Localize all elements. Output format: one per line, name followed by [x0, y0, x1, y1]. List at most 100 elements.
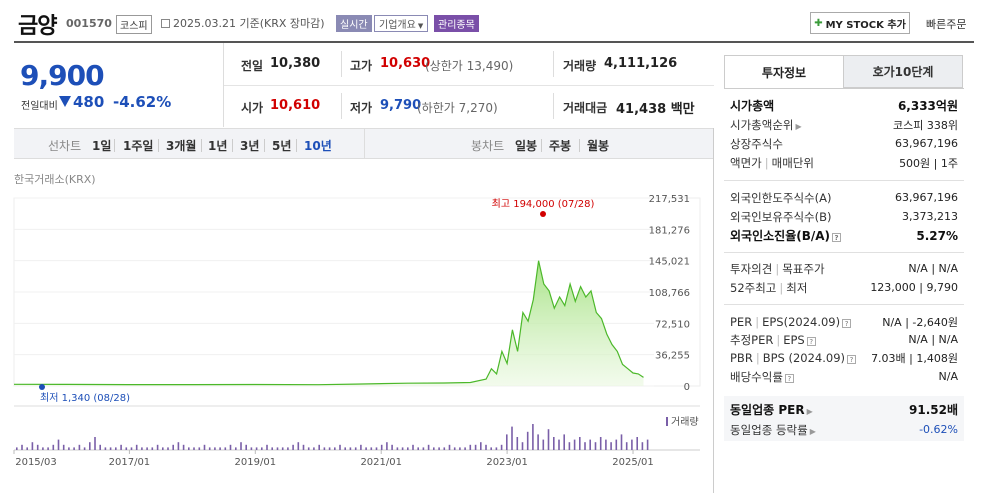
period-1y[interactable]: 1년 [208, 139, 228, 153]
volume-bar [115, 447, 117, 450]
candle-weekly[interactable]: 주봉 [549, 139, 572, 153]
volume-bar [62, 444, 65, 450]
bps-label: BPS (2024.09) [762, 350, 846, 365]
down-triangle-icon [59, 96, 71, 107]
volume-bar [584, 442, 586, 450]
volume-bar [203, 444, 206, 450]
volume-bar [610, 442, 612, 450]
sector-per-label: 동일업종 PER [730, 403, 805, 417]
volume-bar [177, 442, 180, 450]
volume-bar [599, 437, 602, 450]
volume-bar [500, 444, 503, 450]
candle-daily[interactable]: 일봉 [515, 139, 538, 153]
period-3y[interactable]: 3년 [240, 139, 260, 153]
volume-bar [276, 447, 279, 450]
volume-bar [354, 447, 357, 450]
volume-bar [365, 447, 367, 450]
panel-divider [724, 180, 964, 181]
volume-bar [605, 439, 607, 450]
est-per-label: 추정PER [730, 332, 774, 347]
amount-label: 거래대금 [563, 101, 608, 115]
stock-code: 001570 [66, 17, 112, 30]
volume-bar [360, 444, 362, 450]
market-badge: 코스피 [116, 15, 152, 34]
help-icon[interactable]: ? [842, 318, 852, 328]
volume-bar [407, 447, 409, 450]
period-1w[interactable]: 1주일 [123, 139, 154, 153]
y-tick-label: 36,255 [655, 351, 690, 362]
volume-bar [31, 442, 34, 450]
help-icon[interactable]: ? [806, 336, 816, 346]
period-1d[interactable]: 1일 [92, 139, 112, 153]
tab-quote-10[interactable]: 호가10단계 [843, 55, 963, 88]
volume-bar [266, 444, 268, 450]
volume-bar [235, 447, 237, 450]
foreign-limit-row: 외국인한도주식수(A) 63,967,196 [730, 188, 958, 207]
period-separator [296, 139, 297, 152]
volume-bar [349, 447, 352, 450]
volume-bar [485, 444, 487, 450]
quick-order-button[interactable]: 빠른주문 [926, 18, 967, 31]
header-divider [14, 41, 974, 43]
eps-label: EPS(2024.09) [762, 314, 841, 329]
volume-bar [57, 439, 60, 450]
volume-bar [255, 447, 258, 450]
candle-monthly[interactable]: 월봉 [587, 139, 610, 153]
dividend-value: N/A [938, 370, 958, 383]
y-tick-label: 0 [684, 382, 690, 393]
price-chart[interactable]: 217,531 181,276 145,021 108,766 72,510 36,255… [0, 188, 713, 493]
volume-bar [631, 439, 633, 450]
volume-bar [443, 447, 446, 450]
est-per-eps-value: N/A | N/A [908, 333, 958, 346]
current-price: 9,900 [20, 59, 105, 92]
period-separator [232, 139, 233, 152]
period-10y[interactable]: 10년 [304, 139, 332, 153]
y-tick-label: 181,276 [649, 225, 690, 236]
volume-bar [375, 447, 378, 450]
volume-bar [36, 444, 39, 450]
volume-bar [521, 442, 524, 450]
volume-bar [89, 442, 91, 450]
x-tick-label: 2025/01 [612, 457, 654, 468]
my-stock-add-button[interactable]: ✚ MY STOCK 추가 [810, 12, 910, 34]
volume-bar [391, 444, 393, 450]
sector-rate-row[interactable]: 동일업종 등락률 ▶ -0.62% [730, 420, 958, 439]
volume-bar [78, 444, 81, 450]
corp-info-dropdown[interactable]: 기업개요 ▼ [374, 15, 429, 32]
volume-bar [313, 447, 315, 450]
volume-legend-swatch [666, 417, 668, 426]
help-icon[interactable]: ? [784, 373, 794, 383]
corp-info-label: 기업개요 [379, 20, 416, 31]
target-label: 목표주가 [782, 261, 825, 276]
volume-bar [224, 447, 227, 450]
volume-bar [339, 444, 341, 450]
volume-bar [42, 447, 44, 450]
period-5y[interactable]: 5년 [272, 139, 292, 153]
stats-col-divider [341, 51, 342, 77]
volume-bar [615, 439, 618, 450]
sector-rate-label: 동일업종 등락률 [730, 422, 808, 437]
volume-bar [401, 447, 404, 450]
sector-per-row[interactable]: 동일업종 PER ▶ 91.52배 [730, 400, 958, 419]
stats-col-divider [553, 93, 554, 119]
period-3m[interactable]: 3개월 [166, 139, 197, 153]
volume-bar [516, 437, 519, 450]
volume-bar [302, 444, 305, 450]
cap-rank-row[interactable]: 시가총액순위 ▶ 코스피 338위 [730, 115, 958, 134]
help-icon[interactable]: ? [832, 233, 842, 242]
volume-bar [208, 447, 211, 450]
unit-label: 매매단위 [771, 155, 814, 170]
volume-legend-label: 거래량 [671, 417, 699, 428]
foreign-ratio-value: 5.27% [916, 228, 958, 243]
period-separator [114, 139, 115, 152]
open-label: 시가 [241, 101, 264, 115]
help-icon[interactable]: ? [847, 354, 857, 364]
tab-invest-info[interactable]: 투자정보 [724, 55, 844, 88]
volume-bar [594, 442, 597, 450]
x-tick-label: 2015/03 [15, 457, 57, 468]
realtime-button[interactable]: 실시간 [336, 15, 372, 32]
volume-bar [281, 447, 284, 450]
pbr-bps-value: 7.03배 | 1,408원 [871, 351, 958, 365]
shares-row: 상장주식수 63,967,196 [730, 134, 958, 153]
min-label: 최저 1,340 (08/28) [40, 392, 130, 404]
